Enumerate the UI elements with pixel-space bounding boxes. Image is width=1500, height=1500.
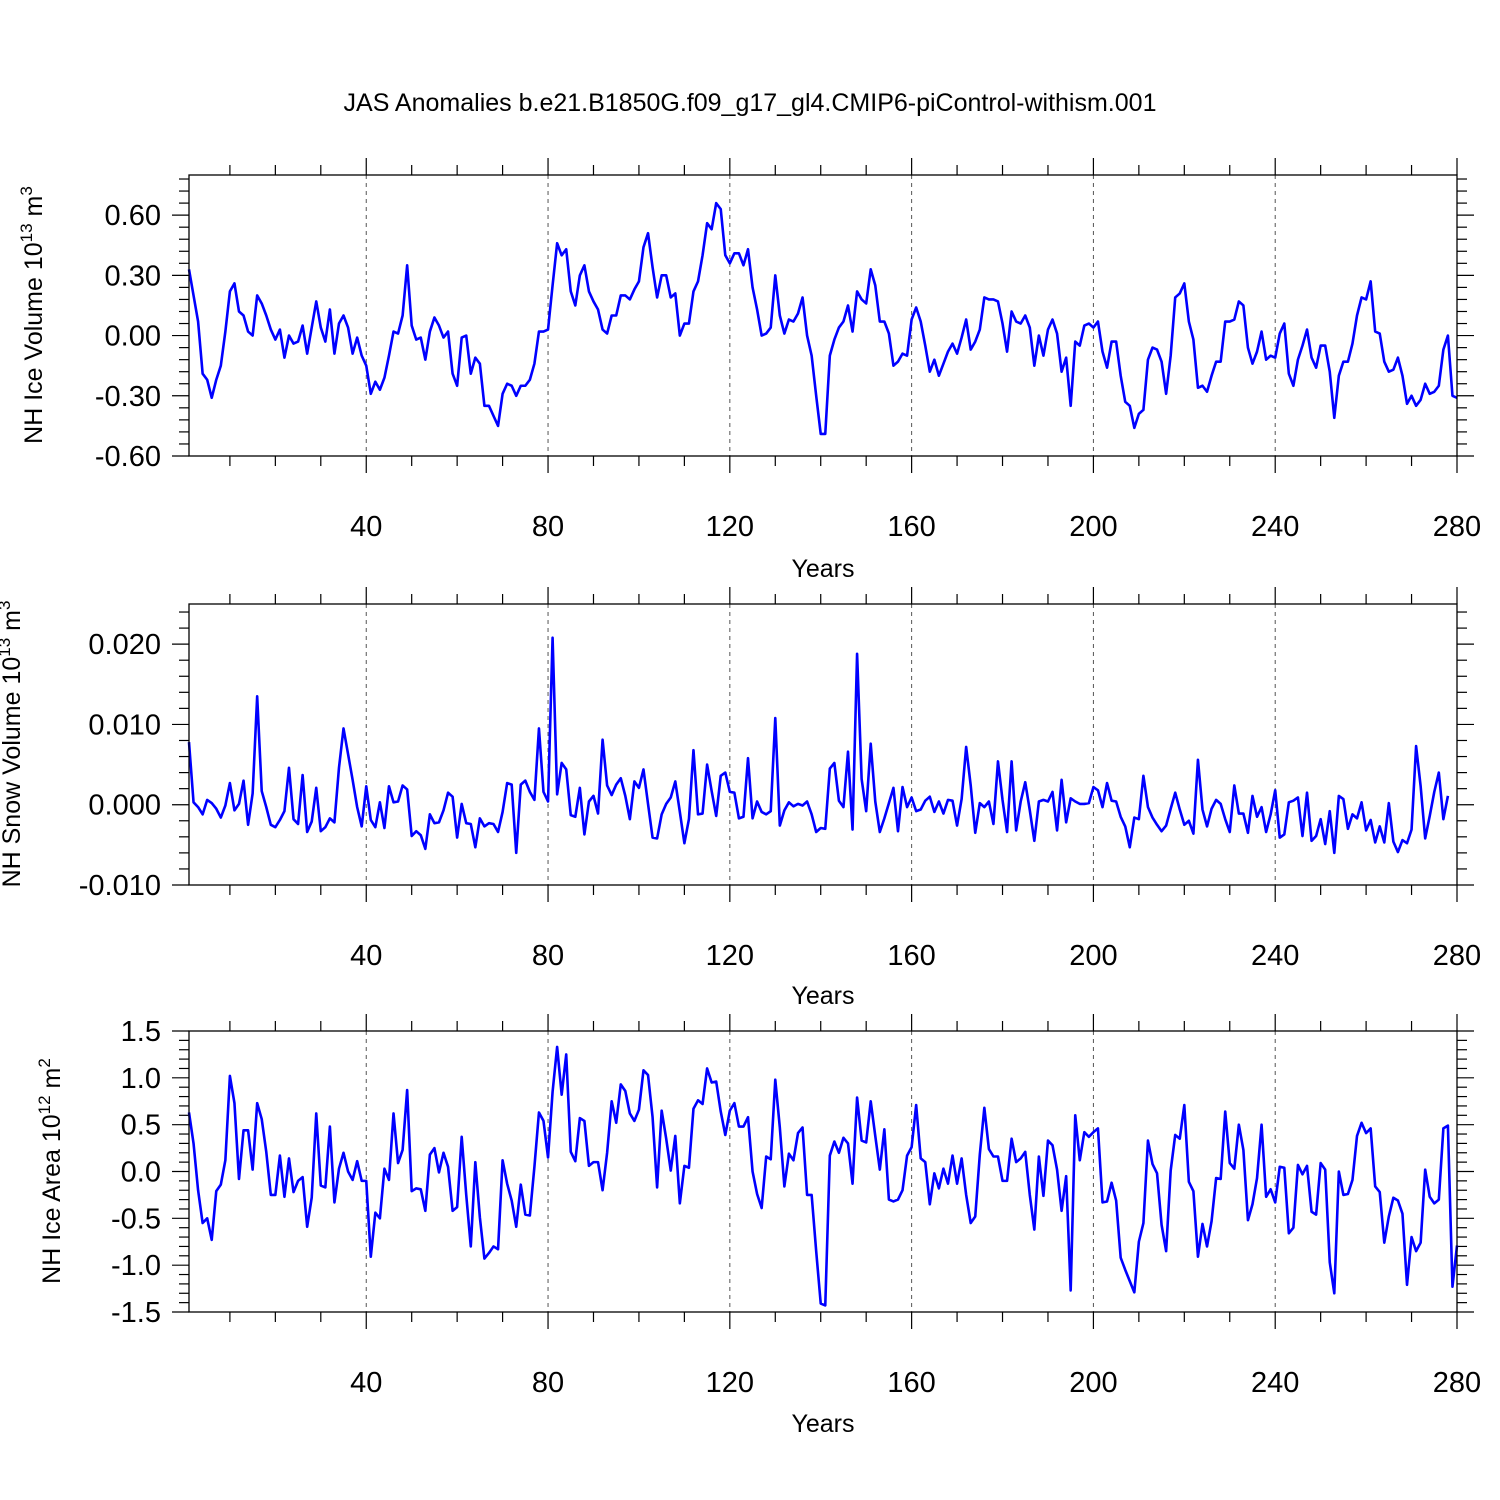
x-tick-label: 200: [1069, 511, 1117, 543]
y-axis-label: NH Snow Volume 1013 m3: [0, 601, 26, 888]
x-tick-label: 280: [1433, 1367, 1481, 1399]
panel-ice-area: 40 80 120 160 200 240 280 -1.5 -1.0 -0.5 0.0 0.5 1.0…: [35, 1014, 1481, 1438]
x-tick-label: 120: [706, 1367, 754, 1399]
series-line-ice-volume: [187, 201, 1458, 436]
y-tick-label: 0.000: [88, 790, 161, 822]
x-tick-label: 40: [350, 1367, 382, 1399]
series-line-ice-area: [187, 1045, 1459, 1307]
x-tick-label: 160: [887, 511, 935, 543]
x-tick-label: 80: [532, 511, 564, 543]
y-tick-label: 0.020: [88, 629, 161, 661]
y-axis-label: NH Ice Volume 1013 m3: [17, 186, 48, 444]
x-tick-label: 240: [1251, 1367, 1299, 1399]
x-tick-label: 120: [706, 940, 754, 972]
plot-frame: [188, 1030, 1458, 1313]
y-tick-label: 1.0: [121, 1063, 161, 1095]
y-axis-label: NH Ice Area 1012 m2: [35, 1058, 66, 1284]
x-axis-label: Years: [791, 982, 854, 1010]
x-tick-label: 80: [532, 940, 564, 972]
x-tick-label: 280: [1433, 511, 1481, 543]
y-tick-label: 0.00: [105, 321, 161, 353]
y-tick-label: -0.010: [79, 870, 161, 902]
x-tick-label: 40: [350, 940, 382, 972]
y-tick-label: -1.5: [111, 1297, 161, 1329]
x-tick-label: 280: [1433, 940, 1481, 972]
y-tick-label: 1.5: [121, 1016, 161, 1048]
x-tick-label: 160: [887, 940, 935, 972]
x-tick-label: 160: [887, 1367, 935, 1399]
panel-ice-volume: 40 80 120 160 200 240 280 -0.60 -0.30 0.00 0.30 0.6…: [17, 158, 1481, 583]
y-tick-label: -0.5: [111, 1203, 161, 1235]
x-tick-label: 200: [1069, 940, 1117, 972]
plot-frame: [188, 603, 1458, 886]
x-tick-label: 120: [706, 511, 754, 543]
chart-title: JAS Anomalies b.e21.B1850G.f09_g17_gl4.C…: [344, 89, 1157, 117]
y-tick-label: -0.60: [95, 441, 161, 473]
panel-snow-volume: 40 80 120 160 200 240 280 -0.010 0.000 0.010 0.020…: [0, 587, 1481, 1010]
plot-frame: [188, 174, 1458, 457]
y-tick-label: -0.30: [95, 381, 161, 413]
x-tick-label: 240: [1251, 511, 1299, 543]
y-tick-label: 0.60: [105, 200, 161, 232]
y-tick-label: 0.0: [121, 1157, 161, 1189]
x-tick-label: 80: [532, 1367, 564, 1399]
y-tick-label: 0.30: [105, 260, 161, 292]
x-tick-label: 200: [1069, 1367, 1117, 1399]
x-axis-label: Years: [791, 1410, 854, 1438]
x-tick-label: 40: [350, 511, 382, 543]
x-axis-label: Years: [791, 555, 854, 583]
y-tick-label: -1.0: [111, 1250, 161, 1282]
series-line-snow-volume: [187, 636, 1450, 855]
y-tick-label: 0.010: [88, 709, 161, 741]
x-tick-label: 240: [1251, 940, 1299, 972]
y-tick-label: 0.5: [121, 1110, 161, 1142]
